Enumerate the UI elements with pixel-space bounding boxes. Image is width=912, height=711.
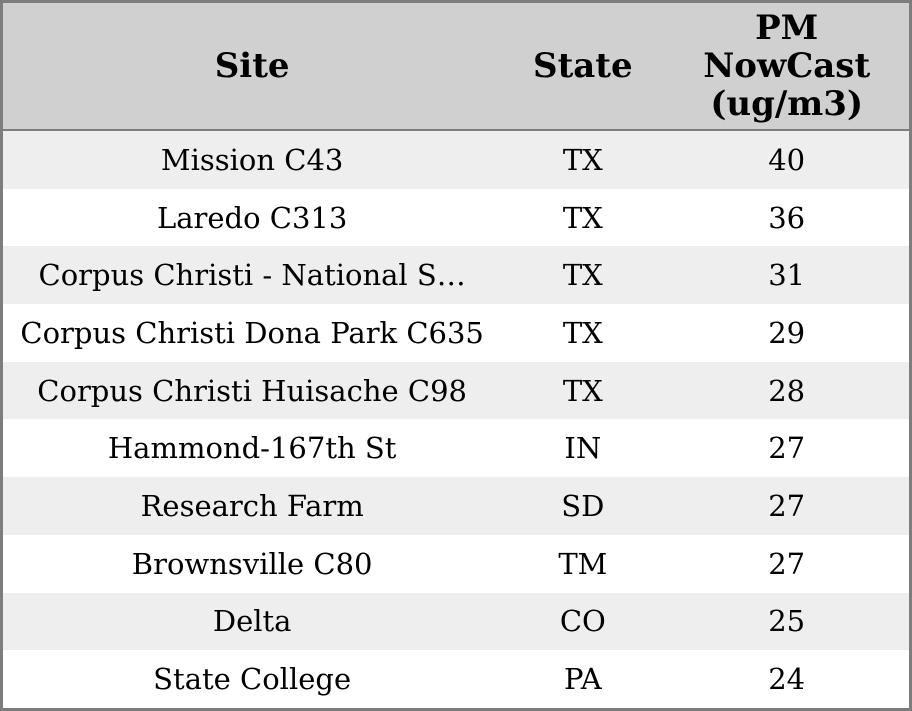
column-header-pm-line3: (ug/m3) bbox=[710, 84, 864, 123]
site-cell: Hammond-167th St bbox=[107, 431, 397, 466]
site-cell: State College bbox=[153, 662, 352, 697]
site-cell: Corpus Christi - National S… bbox=[38, 258, 466, 293]
column-header-state: State bbox=[501, 49, 664, 83]
state-cell: TX bbox=[562, 200, 603, 235]
table-row: State College PA 24 bbox=[3, 650, 909, 708]
table-row: Laredo C313 TX 36 bbox=[3, 188, 909, 247]
state-cell: TM bbox=[558, 546, 608, 581]
table-row: Research Farm SD 27 bbox=[3, 477, 909, 535]
pm-cell: 31 bbox=[768, 258, 806, 293]
table-row: Corpus Christi - National S… TX 31 bbox=[3, 246, 909, 305]
state-cell: SD bbox=[561, 488, 605, 523]
pm-cell: 24 bbox=[768, 662, 806, 697]
pm-cell: 25 bbox=[768, 604, 806, 639]
state-cell: TX bbox=[562, 258, 603, 293]
column-header-site-label: Site bbox=[214, 49, 290, 83]
table-header-row: Site State PM NowCast (ug/m3) bbox=[3, 3, 909, 131]
column-header-pm-line2: NowCast bbox=[703, 46, 871, 86]
state-cell: CO bbox=[559, 604, 606, 639]
column-header-pm-line1: PM bbox=[755, 9, 819, 48]
column-header-pm-nowcast: PM NowCast (ug/m3) bbox=[664, 9, 909, 123]
table-row: Corpus Christi Huisache C98 TX 28 bbox=[3, 361, 909, 420]
state-cell: TX bbox=[562, 142, 603, 177]
table-row: Mission C43 TX 40 bbox=[3, 131, 909, 189]
pm-cell: 40 bbox=[768, 142, 806, 177]
site-cell: Mission C43 bbox=[160, 142, 344, 177]
site-cell: Corpus Christi Dona Park C635 bbox=[20, 315, 484, 350]
site-cell: Brownsville C80 bbox=[131, 546, 373, 581]
state-cell: IN bbox=[564, 431, 602, 466]
pm-cell: 36 bbox=[768, 200, 806, 235]
pm-cell: 29 bbox=[768, 315, 806, 350]
table-row: Brownsville C80 TM 27 bbox=[3, 534, 909, 593]
table-row: Corpus Christi Dona Park C635 TX 29 bbox=[3, 304, 909, 362]
site-cell: Corpus Christi Huisache C98 bbox=[37, 373, 467, 408]
table-row: Hammond-167th St IN 27 bbox=[3, 419, 909, 478]
state-cell: PA bbox=[563, 662, 602, 697]
pm-cell: 28 bbox=[768, 373, 806, 408]
table-row: Delta CO 25 bbox=[3, 592, 909, 651]
site-cell: Research Farm bbox=[140, 488, 364, 523]
state-cell: TX bbox=[562, 315, 603, 350]
pm-cell: 27 bbox=[768, 546, 806, 581]
pm-cell: 27 bbox=[768, 488, 806, 523]
pm-cell: 27 bbox=[768, 431, 806, 466]
state-cell: TX bbox=[562, 373, 603, 408]
site-cell: Laredo C313 bbox=[156, 200, 348, 235]
site-cell: Delta bbox=[212, 604, 292, 639]
column-header-site: Site bbox=[3, 49, 501, 83]
column-header-state-label: State bbox=[533, 49, 633, 83]
